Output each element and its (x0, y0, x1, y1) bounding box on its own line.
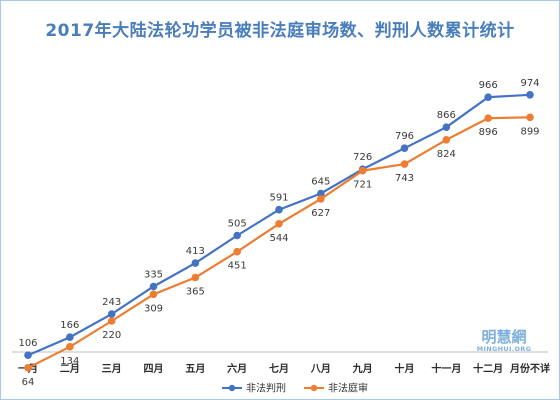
data-label: 451 (228, 261, 247, 272)
data-point (233, 231, 241, 240)
data-label: 866 (437, 110, 456, 121)
data-label: 220 (102, 330, 121, 341)
data-label: 64 (22, 377, 35, 388)
data-point (66, 333, 74, 342)
x-tick-label: 八月 (310, 363, 331, 375)
data-label: 505 (228, 219, 247, 230)
data-point (442, 123, 451, 131)
data-label: 413 (186, 246, 205, 257)
data-label: 743 (395, 173, 414, 184)
x-tick-label: 十二月 (473, 362, 503, 375)
legend-label: 非法庭审 (328, 382, 368, 395)
data-label: 627 (311, 208, 330, 219)
x-tick-label: 六月 (227, 362, 247, 375)
data-label: 591 (269, 193, 288, 204)
x-tick-label: 月份不详 (509, 362, 550, 375)
data-point (484, 114, 492, 122)
x-tick-label: 四月 (144, 363, 164, 375)
data-point (107, 310, 116, 318)
watermark: 明慧網 MINGHUI.ORG (477, 328, 531, 353)
data-point (358, 166, 367, 175)
x-tick-label: 十月 (395, 362, 415, 375)
data-point (66, 343, 74, 351)
data-label: 134 (60, 356, 79, 367)
x-tick-label: 十一月 (431, 362, 461, 375)
data-point (275, 220, 283, 228)
data-point (400, 144, 409, 152)
x-tick-label: 二月 (60, 363, 80, 375)
data-label: 974 (520, 78, 539, 89)
data-label: 166 (60, 320, 79, 331)
data-point (317, 189, 325, 198)
data-point (24, 364, 32, 372)
x-tick-label: 九月 (352, 362, 373, 375)
x-tick-label: 五月 (185, 363, 205, 375)
data-point (233, 247, 241, 256)
data-label: 796 (395, 131, 414, 142)
series-layer (24, 91, 534, 372)
legend-label: 非法判刑 (246, 382, 286, 395)
data-point (484, 93, 492, 101)
x-tick-label: 七月 (269, 362, 289, 375)
data-point (149, 282, 158, 291)
data-label: 309 (144, 303, 163, 314)
data-label: 645 (311, 177, 330, 188)
legend-swatch-dot (310, 384, 318, 392)
data-label: 544 (269, 233, 288, 244)
watermark-url: MINGHUI.ORG (477, 345, 531, 353)
data-point (275, 205, 283, 214)
x-axis-ticks: 一月二月三月四月五月六月七月八月九月十月十一月十二月月份不详 (18, 362, 550, 375)
data-point (400, 160, 409, 168)
data-point (317, 195, 325, 203)
watermark-logo: 明慧網 (481, 328, 526, 346)
data-point (191, 259, 200, 267)
data-point (24, 351, 32, 360)
x-tick-label: 三月 (102, 363, 122, 375)
data-label: 335 (144, 270, 163, 281)
data-label: 721 (353, 180, 372, 191)
data-point (526, 113, 534, 122)
data-label: 726 (353, 152, 372, 163)
data-label: 824 (437, 149, 456, 160)
data-label: 106 (18, 338, 37, 349)
chart-title: 2017年大陆法轮功学员被非法庭审场数、判刑人数累计统计 (45, 21, 515, 41)
data-label: 966 (479, 80, 498, 91)
data-point (149, 290, 158, 299)
data-labels-layer: 106 166 243 335 413 505 591 645 726 796 866 966 974 6… (18, 78, 539, 388)
data-point (526, 91, 534, 99)
data-label: 243 (102, 297, 121, 308)
data-label: 365 (186, 287, 205, 298)
data-point (191, 273, 200, 282)
data-point (107, 317, 116, 325)
data-point (442, 136, 451, 144)
data-label: 896 (479, 127, 498, 138)
legend: 非法判刑 非法庭审 (222, 382, 368, 395)
legend-swatch-dot (228, 384, 236, 392)
data-label: 899 (520, 126, 539, 137)
